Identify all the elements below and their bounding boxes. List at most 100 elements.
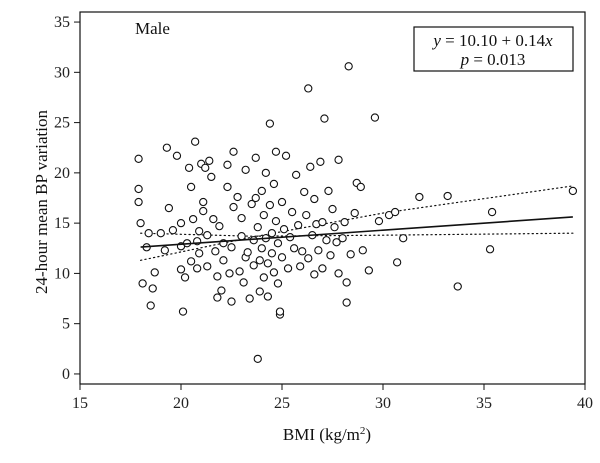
data-point [217, 286, 226, 295]
data-point [370, 113, 380, 122]
regression-line [140, 216, 573, 248]
data-point [186, 182, 196, 192]
data-point [390, 207, 400, 217]
data-point [148, 284, 157, 293]
data-point [255, 256, 264, 265]
data-point [237, 232, 246, 241]
data-point [334, 155, 343, 164]
x-tick-label: 15 [72, 395, 88, 412]
data-point [227, 243, 236, 252]
data-point [213, 293, 222, 302]
data-point [184, 163, 194, 172]
equation-lhs: y [431, 31, 441, 50]
data-point [235, 267, 244, 276]
data-point [203, 231, 212, 240]
x-tick-label: 40 [577, 395, 593, 412]
data-point [298, 247, 307, 256]
data-point [318, 264, 327, 273]
data-point [273, 239, 283, 248]
data-point [358, 246, 367, 255]
data-point [287, 207, 297, 217]
data-point [249, 236, 258, 245]
data-point [356, 182, 365, 192]
data-point [134, 154, 143, 163]
data-point [291, 170, 301, 180]
data-point [263, 292, 273, 301]
x-axis-label: BMI (kg/m2) [283, 425, 371, 444]
x-tick-label: 20 [173, 395, 189, 412]
panel-label: Male [135, 19, 170, 38]
data-point [134, 197, 143, 207]
data-point [219, 256, 228, 265]
data-point [172, 151, 182, 160]
axis-ticks: 15 20 25 30 35 40 0 5 10 15 20 25 30 35 [54, 14, 593, 412]
data-point [453, 282, 462, 291]
y-tick-label: 10 [54, 265, 70, 282]
data-point [320, 114, 329, 123]
data-point [342, 278, 351, 287]
equation-text: y = 10.10 + 0.14x [431, 31, 553, 50]
data-point [487, 207, 497, 217]
data-point [443, 191, 452, 201]
y-tick-label: 25 [54, 115, 70, 132]
data-point [229, 202, 238, 212]
data-point [344, 62, 353, 71]
data-point [267, 229, 277, 238]
data-point [374, 216, 384, 226]
data-point [205, 156, 214, 165]
data-point [233, 192, 242, 202]
data-point [277, 253, 287, 262]
data-point [326, 251, 335, 260]
data-point [251, 193, 260, 203]
data-point [251, 153, 260, 162]
data-point [150, 268, 159, 277]
data-point [211, 247, 220, 256]
data-point [134, 184, 143, 194]
equation-var: x [544, 31, 553, 50]
data-point [180, 273, 190, 282]
x-tick-label: 30 [375, 395, 391, 412]
data-point [283, 264, 293, 273]
data-point [178, 307, 188, 316]
data-point [340, 217, 349, 227]
data-point [415, 192, 424, 202]
y-tick-label: 35 [54, 14, 70, 31]
equation-mid: = 10.10 + 0.14 [441, 31, 546, 50]
regression-line-group [140, 216, 573, 248]
data-point [223, 160, 232, 169]
data-point [215, 222, 224, 231]
equation-box: y = 10.10 + 0.14x p = 0.013 [413, 26, 574, 72]
data-point [273, 279, 283, 288]
data-point [176, 265, 186, 274]
data-point [257, 244, 266, 253]
data-point [237, 213, 246, 223]
data-point [392, 258, 402, 267]
data-point [176, 218, 186, 228]
data-point [296, 262, 305, 271]
data-point [207, 172, 216, 182]
data-point [227, 297, 236, 306]
data-point [334, 269, 343, 278]
data-point [186, 257, 196, 266]
data-point [255, 287, 264, 296]
data-point [330, 223, 339, 232]
y-tick-label: 5 [62, 316, 70, 333]
data-point [253, 223, 262, 232]
data-point [160, 246, 169, 255]
data-point [265, 119, 275, 128]
data-point [253, 354, 262, 364]
data-point [259, 273, 268, 282]
data-point [263, 259, 273, 268]
data-point [350, 208, 359, 218]
data-point [346, 250, 355, 259]
data-point [249, 261, 258, 270]
data-point [243, 248, 252, 257]
data-point [324, 186, 333, 196]
data-point [399, 234, 408, 243]
data-point [342, 298, 351, 307]
data-point [316, 157, 325, 166]
data-point [281, 151, 291, 160]
data-point [225, 269, 234, 278]
data-point [277, 197, 287, 207]
